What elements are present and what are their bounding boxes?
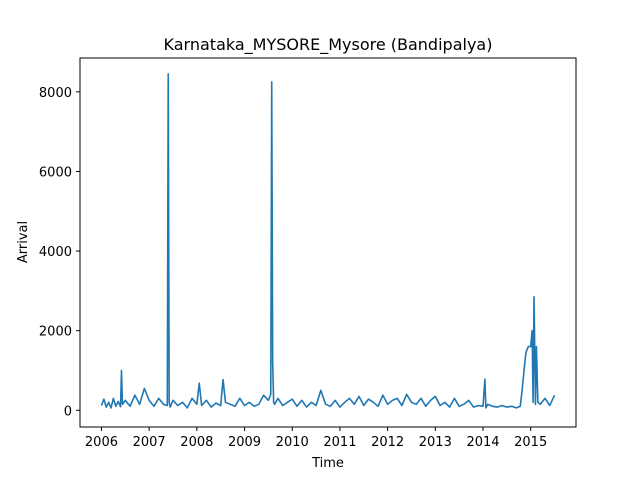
x-tick-label: 2006	[85, 435, 118, 450]
x-tick-label: 2013	[419, 435, 452, 450]
y-tick-label: 4000	[39, 245, 72, 260]
y-tick-label: 2000	[39, 325, 72, 340]
x-tick-label: 2009	[228, 435, 261, 450]
x-tick-label: 2015	[514, 435, 547, 450]
x-tick-label: 2007	[133, 435, 166, 450]
plot-frame	[79, 57, 577, 428]
x-axis: 2006 2007 2008 2009 2010 2011 2012 2013 2014 2015	[85, 427, 547, 450]
chart-title: Karnataka_MYSORE_Mysore (Bandipalya)	[164, 35, 493, 55]
x-tick-label: 2010	[276, 435, 309, 450]
x-tick-label: 2012	[371, 435, 404, 450]
y-tick-label: 6000	[39, 165, 72, 180]
y-tick-label: 8000	[39, 86, 72, 101]
y-tick-label: 0	[64, 404, 72, 419]
plot-area	[100, 73, 556, 409]
arrival-series-line	[100, 73, 556, 409]
x-axis-title: Time	[311, 456, 344, 471]
x-tick-label: 2011	[323, 435, 356, 450]
y-axis-title: Arrival	[16, 221, 31, 263]
x-tick-label: 2014	[466, 435, 499, 450]
x-tick-label: 2008	[180, 435, 213, 450]
y-axis: 0 2000 4000 6000 8000	[39, 86, 80, 419]
